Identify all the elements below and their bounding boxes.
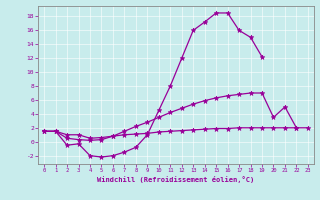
X-axis label: Windchill (Refroidissement éolien,°C): Windchill (Refroidissement éolien,°C) xyxy=(97,176,255,183)
